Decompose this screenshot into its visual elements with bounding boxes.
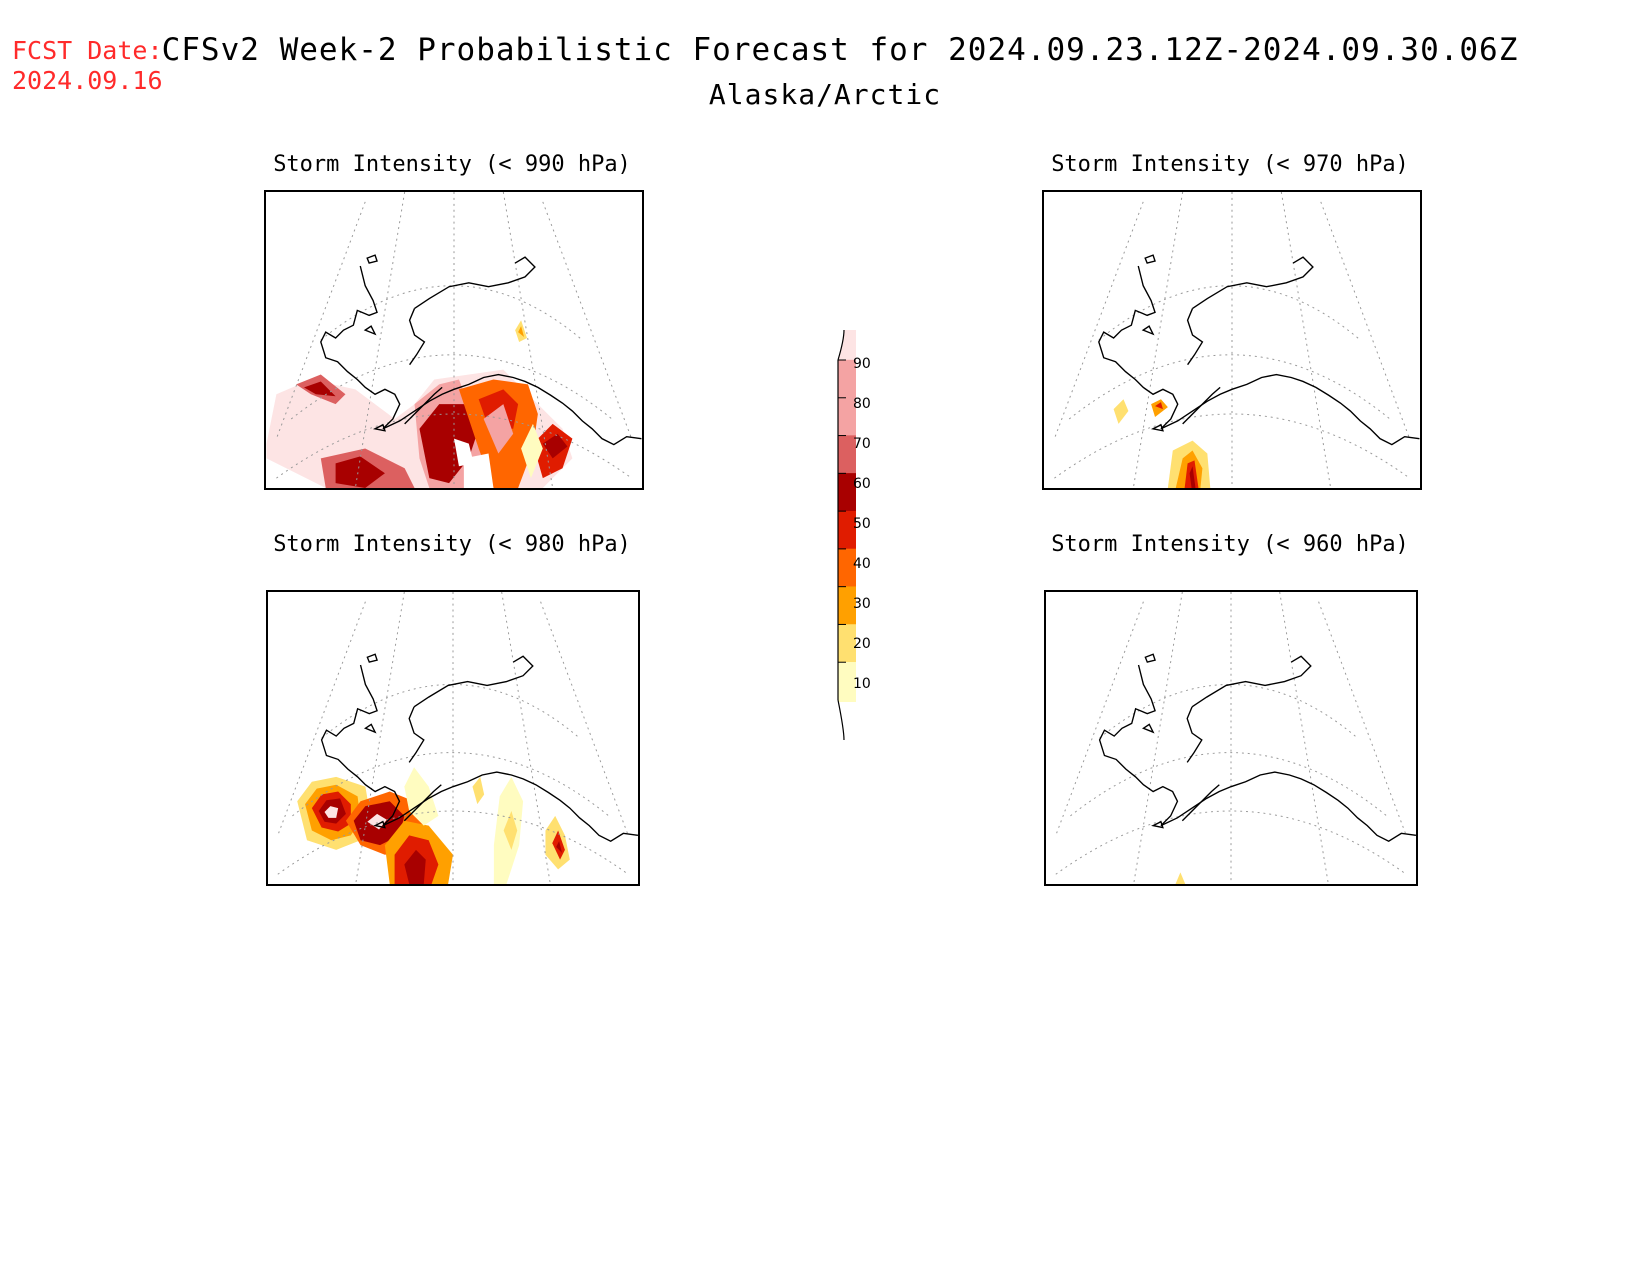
coastline: [320, 653, 638, 842]
colorbar-swatch-40: [838, 548, 856, 587]
colorbar-swatch-10: [838, 662, 856, 701]
map-panel-960: [1044, 590, 1418, 886]
map-panel-990: [264, 190, 644, 490]
colorbar-label-70: 70: [853, 436, 871, 452]
map-svg-990: [266, 192, 642, 488]
map-panel-980: [266, 590, 640, 886]
map-svg-970: [1053, 192, 1420, 488]
colorbar-label-20: 20: [853, 636, 871, 652]
colorbar-swatch-70: [838, 435, 856, 474]
panel-title-970: Storm Intensity (< 970 hPa): [1051, 152, 1409, 177]
colorbar-label-10: 10: [853, 676, 871, 692]
panel-title-980: Storm Intensity (< 980 hPa): [273, 532, 631, 557]
panel-title-990: Storm Intensity (< 990 hPa): [273, 152, 631, 177]
page-subtitle: Alaska/Arctic: [708, 78, 942, 111]
colorbar-swatch-20: [838, 624, 856, 663]
colorbar: [837, 330, 856, 741]
colorbar-swatch-bottom: [838, 700, 856, 702]
colorbar-swatch-90: [838, 359, 856, 398]
colorbar-swatch-60: [838, 473, 856, 512]
coastline: [320, 254, 642, 446]
graticule-lines: [1055, 592, 1407, 884]
fcst-date-block: FCST Date: 2024.09.16: [12, 36, 163, 96]
map-panel-970: [1042, 190, 1422, 490]
coastline: [1098, 254, 1420, 446]
probability-shading: [297, 767, 570, 884]
panel-title-960: Storm Intensity (< 960 hPa): [1051, 532, 1409, 557]
map-svg-960: [1055, 592, 1416, 884]
colorbar-label-90: 90: [853, 356, 871, 372]
colorbar-label-50: 50: [853, 516, 871, 532]
colorbar-swatches: [838, 330, 856, 702]
probability-shading: [266, 320, 573, 488]
colorbar-label-40: 40: [853, 556, 871, 572]
graticule-lines: [1053, 192, 1411, 488]
page-title: CFSv2 Week-2 Probabilistic Forecast for …: [161, 32, 1519, 68]
coastline: [1098, 653, 1416, 842]
colorbar-swatch-50: [838, 510, 856, 550]
colorbar-swatch-80: [838, 397, 856, 436]
colorbar-outline: [837, 330, 845, 741]
colorbar-swatch-top: [838, 330, 856, 360]
probability-shading: [1113, 399, 1211, 488]
colorbar-label-80: 80: [853, 396, 871, 412]
colorbar-swatch-30: [838, 586, 856, 625]
probability-shading: [1175, 872, 1186, 884]
fcst-date-label: FCST Date:: [12, 36, 163, 65]
fcst-date-value: 2024.09.16: [12, 66, 163, 95]
map-svg-980: [277, 592, 638, 884]
colorbar-label-60: 60: [853, 476, 871, 492]
colorbar-label-30: 30: [853, 596, 871, 612]
